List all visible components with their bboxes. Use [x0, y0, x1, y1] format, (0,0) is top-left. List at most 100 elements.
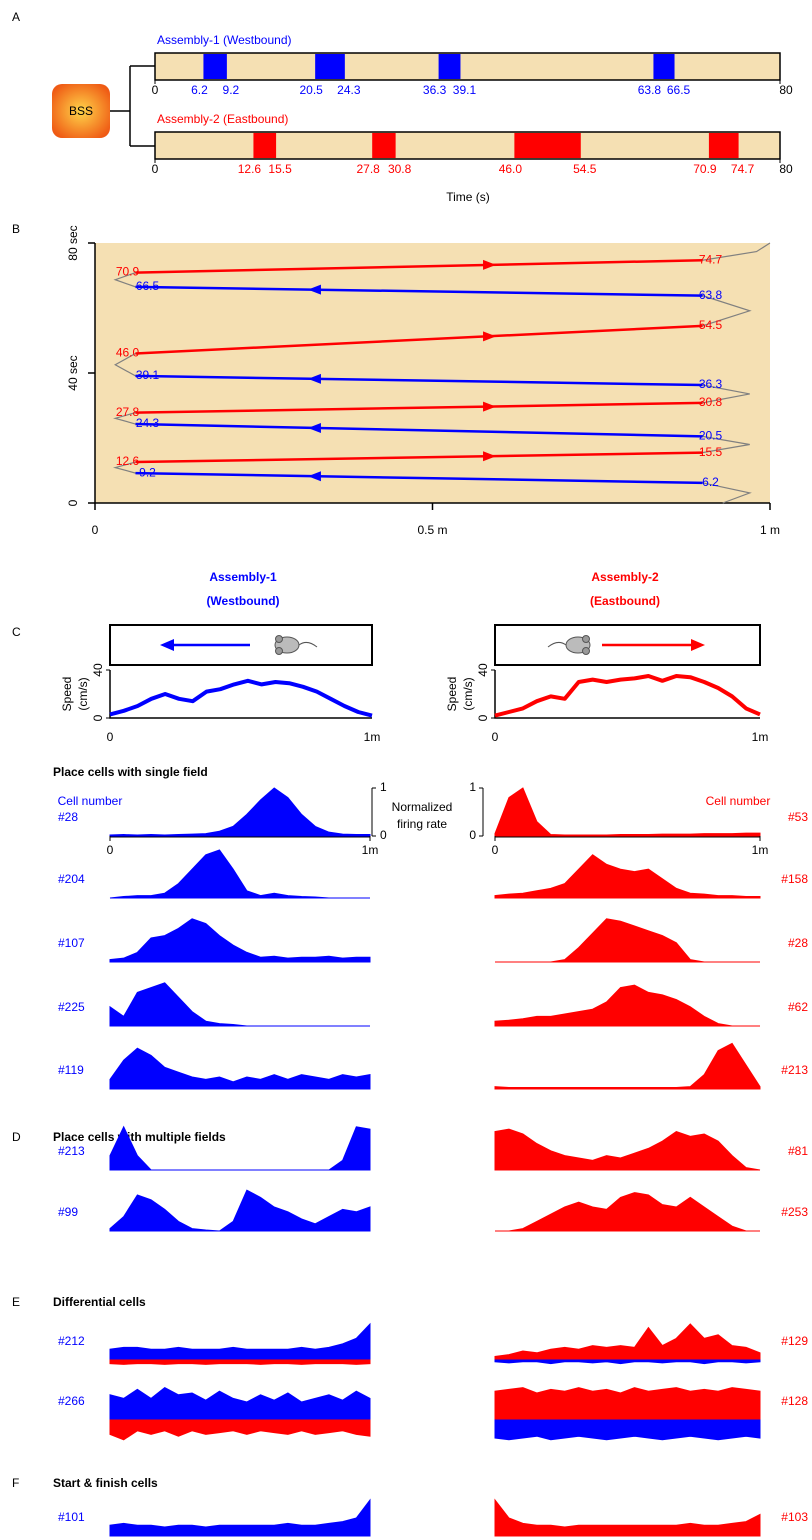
firing-profile: [109, 1419, 371, 1441]
axis: [94, 243, 770, 504]
x-tick-label: 80: [779, 83, 793, 97]
x-tick-label: 1m: [752, 730, 769, 744]
run-line: [135, 451, 703, 464]
run-start-label: 20.5: [699, 429, 723, 443]
rate-tick-label: 0: [469, 828, 476, 842]
run-line: [135, 324, 703, 355]
position-tick-label: 1m: [752, 843, 769, 857]
cell-label: #28: [788, 936, 808, 950]
timeline: [154, 52, 781, 81]
run-line: [135, 401, 703, 414]
y-tick-label: 40: [476, 663, 490, 677]
run-end-label: 15.5: [699, 445, 723, 459]
firing-profile: [494, 1128, 761, 1171]
rate-axis-label: firing rate: [397, 817, 447, 831]
active-interval: [315, 54, 345, 79]
firing-profile: [109, 1125, 371, 1171]
firing-profile: [109, 1359, 371, 1365]
track-box: [109, 624, 373, 666]
interval-end: 30.8: [388, 162, 412, 176]
speed-line: [109, 678, 373, 718]
y-tick-label: 40: [91, 663, 105, 677]
arrow-head: [160, 639, 174, 651]
rate-axis-label: Normalized: [392, 800, 453, 814]
cell-label: #53: [788, 810, 808, 824]
run-end-label: 30.8: [699, 395, 723, 409]
interval-end: 66.5: [667, 83, 691, 97]
x-tick-label: 0: [492, 730, 499, 744]
run-arrow: [483, 259, 497, 270]
y-tick-label: 40 sec: [66, 355, 80, 390]
firing-profile: [109, 1189, 371, 1232]
run-arrow: [307, 373, 321, 384]
firing-profile: [494, 1419, 761, 1441]
section-title: Start & finish cells: [53, 1476, 158, 1490]
assembly-title: Assembly-2 (Eastbound): [157, 112, 288, 126]
run-end-label: 24.3: [136, 416, 160, 430]
interval-end: 39.1: [453, 83, 477, 97]
run-end-label: 74.7: [699, 252, 723, 266]
cell-label: #204: [58, 872, 85, 886]
y-axis-label: (cm/s): [76, 677, 90, 710]
x-tick-label: 1m: [364, 730, 381, 744]
panel-letter: C: [12, 625, 21, 639]
panel-letter: E: [12, 1295, 20, 1309]
run-end-label: 39.1: [136, 368, 160, 382]
panel-letter: F: [12, 1476, 19, 1490]
cell-label: #119: [58, 1063, 84, 1077]
x-tick-label: 80: [779, 162, 793, 176]
run-start-label: 70.9: [116, 265, 140, 279]
bss-box: [52, 84, 110, 138]
y-tick-label: 0: [66, 499, 80, 506]
position-tick-label: 0: [492, 843, 499, 857]
cell-label: #99: [58, 1205, 78, 1219]
x-tick-label: 1 m: [760, 523, 780, 537]
assembly-label: (Westbound): [206, 594, 279, 608]
run-end-label: 54.5: [699, 318, 723, 332]
rate-tick-label: 1: [380, 780, 387, 794]
interval-start: 12.6: [238, 162, 262, 176]
panel-letter: A: [12, 10, 20, 24]
track-box: [494, 624, 761, 666]
run-end-label: 66.5: [136, 279, 160, 293]
firing-profile: [109, 1322, 371, 1361]
x-tick-label: 0: [152, 162, 159, 176]
cell-label: #128: [781, 1394, 808, 1408]
firing-profile: [494, 1359, 761, 1365]
cell-label: #62: [788, 1000, 808, 1014]
firing-profile: [109, 1387, 371, 1421]
cell-label: #101: [58, 1510, 85, 1524]
firing-profile: [494, 1498, 761, 1537]
firing-profile: [109, 1498, 371, 1537]
track-area: [95, 243, 770, 503]
active-interval: [514, 133, 581, 158]
interval-start: 6.2: [191, 83, 208, 97]
cell-label: #103: [781, 1510, 808, 1524]
y-axis-label: Speed: [445, 677, 459, 712]
section-title: Differential cells: [53, 1295, 146, 1309]
position-tick-label: 0: [107, 843, 114, 857]
run-start-label: 12.6: [116, 454, 140, 468]
section-title: Place cells with multiple fields: [53, 1130, 226, 1144]
y-axis-label: (cm/s): [461, 677, 475, 710]
firing-profile: [495, 918, 760, 963]
firing-profile: [109, 982, 370, 1027]
y-tick-label: 80 sec: [66, 225, 80, 260]
assembly-label: (Eastbound): [590, 594, 660, 608]
active-interval: [372, 133, 396, 158]
x-tick-label: 0: [107, 730, 114, 744]
run-start-label: 27.8: [116, 405, 140, 419]
source-label: BSS: [69, 104, 93, 118]
run-line: [135, 285, 703, 297]
y-axis-label: Speed: [60, 677, 74, 712]
firing-profile: [494, 787, 761, 837]
cell-label: #107: [58, 936, 85, 950]
run-line: [135, 471, 703, 485]
run-start-label: 36.3: [699, 377, 723, 391]
active-interval: [438, 54, 461, 79]
interval-start: 36.3: [423, 83, 447, 97]
mouse-icon: [274, 635, 318, 655]
section-title: Place cells with single field: [53, 765, 208, 779]
run-arrow: [307, 284, 321, 295]
